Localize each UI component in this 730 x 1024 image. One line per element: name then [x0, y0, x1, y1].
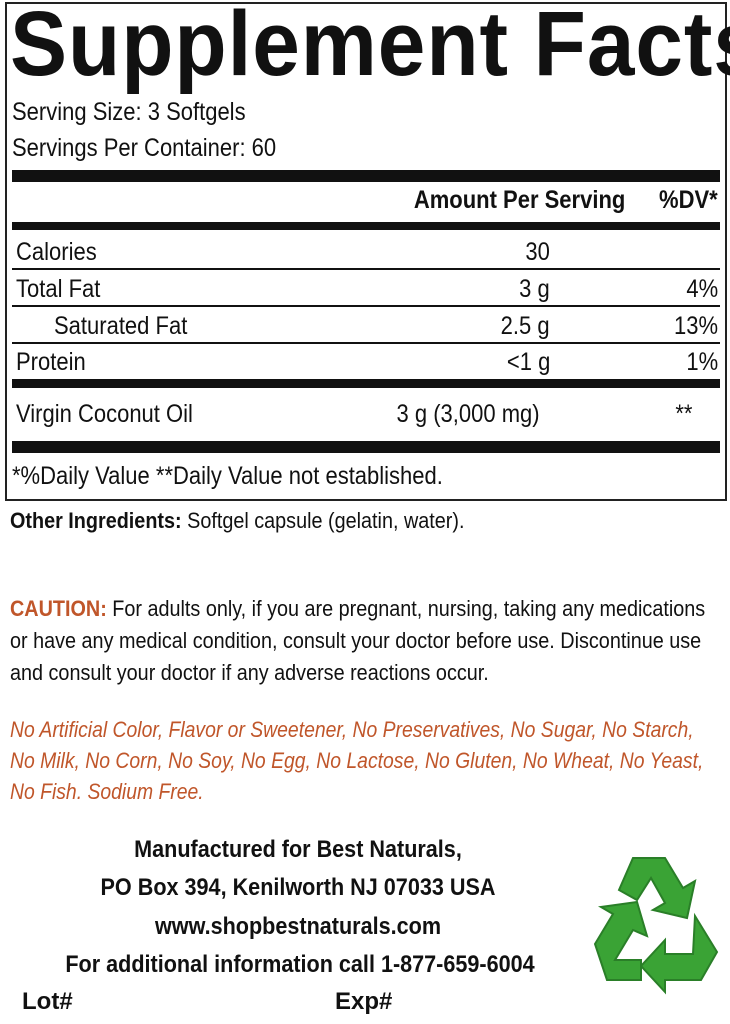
nutrient-dv: 13%	[673, 312, 718, 340]
nutrient-amount: 2.5 g	[501, 312, 550, 340]
nutrient-amount: 3 g	[519, 275, 550, 303]
divider	[12, 342, 720, 344]
divider-thick	[12, 170, 720, 182]
divider-thick	[12, 441, 720, 453]
nutrient-label: Calories	[16, 238, 97, 266]
free-from-statement: No Artificial Color, Flavor or Sweetener…	[10, 717, 704, 804]
nutrient-label: Protein	[16, 348, 86, 376]
supplement-facts-panel	[5, 2, 727, 501]
divider	[12, 268, 720, 270]
nutrient-row: Saturated Fat 2.5 g 13%	[12, 312, 720, 342]
nutrient-label: Virgin Coconut Oil	[16, 400, 193, 428]
nutrient-row: Calories 30	[12, 238, 720, 268]
serving-size: Serving Size: 3 Softgels	[12, 98, 246, 126]
footnote: *%Daily Value **Daily Value not establis…	[12, 462, 443, 490]
nutrient-dv: 4%	[686, 275, 718, 303]
divider	[12, 305, 720, 307]
lot-label: Lot#	[22, 988, 73, 1015]
manufacturer-address: PO Box 394, Kenilworth NJ 07033 USA	[100, 874, 496, 901]
nutrient-amount: 3 g (3,000 mg)	[396, 400, 540, 428]
nutrient-row: Protein <1 g 1%	[12, 348, 720, 378]
manufacturer-website: www.shopbestnaturals.com	[154, 913, 442, 940]
nutrient-amount: <1 g	[506, 348, 550, 376]
other-ingredients-text: Softgel capsule (gelatin, water).	[181, 508, 465, 533]
contact-info: For additional information call 1-877-65…	[65, 951, 535, 978]
dv-header: %DV*	[659, 186, 718, 214]
manufacturer-line1: Manufactured for Best Naturals,	[134, 836, 462, 863]
nutrient-row: Total Fat 3 g 4%	[12, 275, 720, 305]
servings-per-container: Servings Per Container: 60	[12, 134, 277, 162]
nutrient-amount: 30	[525, 238, 550, 266]
divider-medium	[12, 222, 720, 230]
other-ingredients: Other Ingredients: Softgel capsule (gela…	[10, 508, 464, 534]
header-row: Amount Per Serving %DV*	[12, 186, 720, 216]
amount-header: Amount Per Serving	[413, 186, 625, 214]
caution-label: CAUTION:	[10, 596, 107, 621]
divider-medium	[12, 379, 720, 388]
panel-title: Supplement Facts	[10, 0, 730, 95]
nutrient-label: Saturated Fat	[54, 312, 188, 340]
caution: CAUTION: For adults only, if you are pre…	[10, 593, 721, 689]
nutrient-row: Virgin Coconut Oil 3 g (3,000 mg) **	[12, 400, 720, 430]
nutrient-dv: **	[674, 400, 692, 428]
nutrient-dv: 1%	[686, 348, 718, 376]
exp-label: Exp#	[335, 988, 393, 1015]
recycle-icon	[593, 857, 719, 995]
other-ingredients-label: Other Ingredients:	[10, 508, 182, 533]
nutrient-label: Total Fat	[16, 275, 101, 303]
caution-text: For adults only, if you are pregnant, nu…	[10, 596, 706, 685]
